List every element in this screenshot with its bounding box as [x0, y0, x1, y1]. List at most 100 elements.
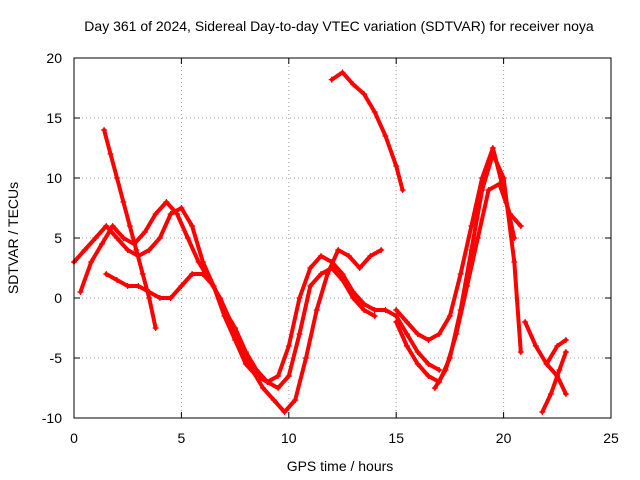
- data-point: [350, 81, 357, 88]
- data-point: [109, 223, 116, 229]
- data-point: [292, 397, 299, 403]
- data-point: [479, 175, 486, 181]
- data-point: [178, 283, 185, 289]
- data-point: [210, 283, 217, 289]
- data-point: [350, 295, 357, 301]
- data-point: [113, 175, 120, 181]
- data-point: [275, 385, 282, 391]
- data-point: [371, 307, 378, 313]
- data-point: [403, 331, 410, 337]
- data-point: [425, 373, 432, 379]
- data-point: [124, 247, 131, 253]
- data-point: [414, 331, 421, 337]
- data-point: [360, 301, 367, 307]
- y-axis-ticks: -10 -5 0 5 10 15 20: [42, 50, 611, 426]
- x-tick-label: 15: [388, 430, 404, 446]
- data-point: [378, 247, 385, 253]
- data-point: [146, 247, 153, 253]
- data-point: [339, 69, 346, 76]
- data-point: [356, 265, 363, 271]
- data-point: [270, 397, 277, 403]
- data-point: [485, 187, 492, 193]
- data-point: [139, 271, 146, 277]
- series-line: [104, 266, 377, 390]
- data-point: [403, 319, 410, 325]
- data-point: [152, 325, 159, 331]
- data-point: [468, 223, 475, 229]
- data-point: [133, 247, 140, 253]
- data-point: [285, 373, 292, 379]
- series-line: [523, 320, 568, 396]
- data-point: [135, 283, 142, 289]
- data-point: [414, 349, 421, 355]
- data-point: [296, 331, 303, 337]
- data-point: [382, 133, 389, 139]
- data-point: [554, 343, 561, 349]
- data-point: [474, 235, 481, 241]
- data-point: [124, 283, 131, 289]
- y-tick-label: -5: [50, 350, 63, 366]
- x-tick-label: 10: [281, 430, 297, 446]
- series-layer: [71, 69, 569, 415]
- data-point: [522, 319, 529, 325]
- data-point: [103, 271, 110, 277]
- series-line: [72, 206, 442, 384]
- data-point: [285, 343, 292, 349]
- series-line: [329, 70, 405, 192]
- data-point: [141, 229, 148, 235]
- data-point: [101, 127, 108, 133]
- y-tick-label: 10: [46, 170, 62, 186]
- y-tick-label: 0: [54, 290, 62, 306]
- data-point: [146, 295, 153, 301]
- data-point: [360, 307, 367, 313]
- data-point: [367, 253, 374, 259]
- data-point: [107, 151, 114, 157]
- data-point: [307, 283, 314, 289]
- data-point: [302, 355, 309, 361]
- y-tick-label: 20: [46, 50, 62, 66]
- data-point: [511, 235, 518, 241]
- data-point: [371, 313, 378, 319]
- x-axis-title: GPS time / hours: [287, 458, 394, 474]
- data-point: [296, 295, 303, 301]
- data-point: [260, 385, 267, 391]
- data-point: [253, 367, 260, 373]
- data-point: [517, 349, 524, 355]
- data-point: [335, 247, 342, 253]
- series-track-4: [328, 69, 406, 193]
- data-point: [152, 211, 159, 217]
- data-point: [339, 271, 346, 277]
- data-point: [275, 373, 282, 379]
- y-axis-title: SDTVAR / TECUs: [5, 182, 21, 294]
- data-point: [113, 235, 120, 241]
- data-point: [126, 223, 133, 229]
- data-point: [77, 289, 84, 295]
- data-point: [431, 385, 438, 391]
- data-point: [453, 331, 460, 337]
- data-point: [457, 271, 464, 277]
- data-point: [307, 265, 314, 271]
- series-track-11: [103, 265, 378, 391]
- data-point: [163, 199, 170, 205]
- data-point: [98, 241, 105, 247]
- series-track-2: [77, 199, 385, 415]
- data-point: [464, 283, 471, 289]
- data-point: [399, 187, 406, 193]
- x-tick-label: 0: [70, 430, 78, 446]
- series-line: [394, 146, 517, 342]
- data-point: [393, 319, 400, 325]
- data-point: [313, 307, 320, 313]
- data-point: [184, 235, 191, 241]
- data-point: [88, 259, 95, 265]
- data-point: [199, 271, 206, 277]
- data-point: [489, 145, 496, 151]
- data-point: [339, 277, 346, 283]
- chart-title: Day 361 of 2024, Sidereal Day-to-day VTE…: [84, 18, 594, 34]
- y-tick-label: 15: [46, 110, 62, 126]
- data-point: [556, 367, 563, 373]
- data-point: [562, 391, 569, 397]
- data-point: [562, 337, 569, 343]
- data-point: [92, 235, 99, 241]
- data-point: [436, 331, 443, 337]
